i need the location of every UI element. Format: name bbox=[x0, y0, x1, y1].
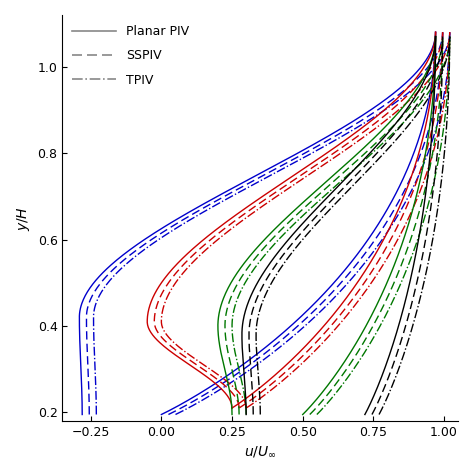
Y-axis label: $y/H$: $y/H$ bbox=[15, 205, 32, 230]
Legend: Planar PIV, SSPIV, TPIV: Planar PIV, SSPIV, TPIV bbox=[69, 21, 193, 90]
X-axis label: $u/U_{\infty}$: $u/U_{\infty}$ bbox=[244, 445, 277, 459]
